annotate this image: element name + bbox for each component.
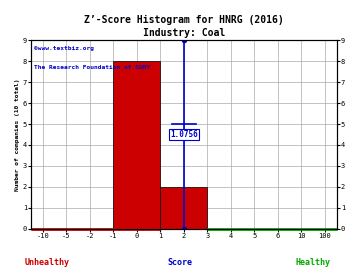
Text: Score: Score — [167, 258, 193, 267]
Bar — [113, 61, 161, 229]
Text: 1.0756: 1.0756 — [170, 130, 198, 139]
Text: Unhealthy: Unhealthy — [24, 258, 69, 267]
Bar — [161, 187, 207, 229]
Title: Z’-Score Histogram for HNRG (2016)
Industry: Coal: Z’-Score Histogram for HNRG (2016) Indus… — [84, 15, 284, 38]
Y-axis label: Number of companies (10 total): Number of companies (10 total) — [15, 78, 20, 191]
Text: ©www.textbiz.org: ©www.textbiz.org — [34, 46, 94, 51]
Text: The Research Foundation of SUNY: The Research Foundation of SUNY — [34, 65, 150, 70]
Text: Healthy: Healthy — [296, 258, 331, 267]
